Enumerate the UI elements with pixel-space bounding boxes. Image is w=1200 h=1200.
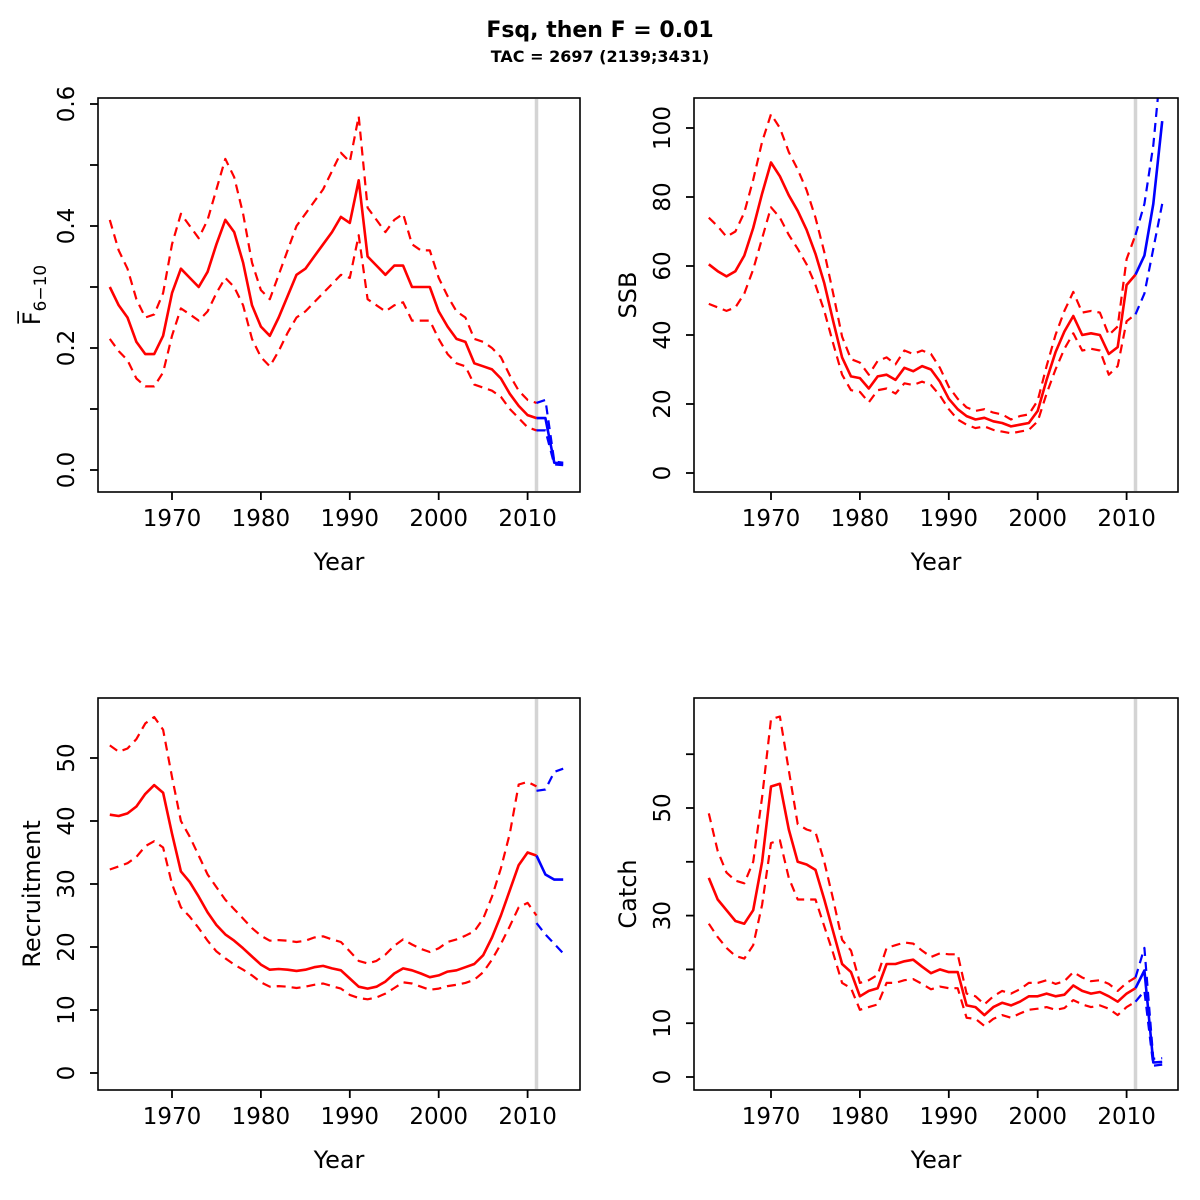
x-tick-label: 1980: [831, 1104, 890, 1130]
x-tick-label: 1980: [232, 1104, 291, 1130]
x-tick-label: 1990: [321, 1104, 380, 1130]
forecast-median-line: [536, 416, 564, 466]
panel-f-panel: 1970 1980 1990 2000 2010 0.0 0.2 0.4 0.6 Year F̅6−…: [17, 86, 581, 576]
x-tick-label: 2000: [409, 506, 468, 532]
history-upper-ci-line: [109, 715, 537, 965]
history-lower-ci-line: [108, 234, 537, 432]
data-lines: [707, 715, 1163, 1067]
x-tick-label: 1970: [143, 506, 202, 532]
y-tick-label: 80: [650, 182, 676, 211]
plot-box: [97, 97, 581, 493]
history-lower-ci-line: [707, 839, 1137, 1028]
x-axis-title: Year: [910, 1146, 962, 1174]
forecast-lower-ci-line: [536, 429, 564, 467]
y-axis-title: F̅6−10: [17, 265, 51, 326]
y-tick-label: 60: [650, 251, 676, 280]
y-axis-title: Catch: [614, 859, 642, 928]
x-tick-label: 2000: [409, 1104, 468, 1130]
y-tick-label: 10: [650, 1009, 676, 1038]
x-tick-label: 1990: [920, 506, 979, 532]
data-lines: [109, 715, 564, 1001]
y-tick-label: 0: [650, 1070, 676, 1085]
y-tick-label: 50: [54, 743, 80, 772]
forecast-upper-ci-line: [536, 767, 564, 792]
plot-box: [693, 697, 1179, 1091]
y-axis-title: SSB: [614, 272, 642, 319]
x-tick-label: 1970: [742, 506, 801, 532]
data-lines: [708, 98, 1164, 435]
plot-box: [97, 697, 581, 1091]
y-tick-label: 10: [54, 995, 80, 1024]
y-tick-label: 20: [54, 932, 80, 961]
history-lower-ci-line: [708, 206, 1137, 435]
history-upper-ci-line: [707, 715, 1137, 1006]
y-tick-label: 100: [650, 106, 676, 150]
y-tick-label: 40: [54, 806, 80, 835]
history-median-line: [108, 179, 537, 420]
history-median-line: [109, 783, 537, 990]
forecast-lower-ci-line: [1134, 203, 1164, 315]
x-axis-title: Year: [313, 548, 365, 576]
y-tick-label: 20: [650, 389, 676, 418]
y-tick-label: 0: [650, 466, 676, 481]
forecast-upper-ci-line: [1134, 98, 1159, 236]
y-tick-label: 30: [54, 869, 80, 898]
x-tick-label: 1990: [920, 1104, 979, 1130]
x-tick-label: 2000: [1008, 1104, 1067, 1130]
x-tick-label: 2000: [1008, 506, 1067, 532]
data-lines: [108, 115, 564, 467]
y-tick-label: 0: [54, 1066, 80, 1081]
x-tick-label: 1970: [742, 1104, 801, 1130]
x-tick-label: 2010: [1097, 1104, 1156, 1130]
forecast-upper-ci-line: [1134, 946, 1163, 1060]
history-upper-ci-line: [708, 113, 1137, 421]
history-median-line: [708, 161, 1137, 428]
plot-box: [693, 97, 1179, 493]
panel-catch-panel: 1970 1980 1990 2000 2010 0 10 30 50 Year Catch: [614, 697, 1179, 1174]
history-upper-ci-line: [108, 115, 537, 404]
figure-title: Fsq, then F = 0.01: [486, 18, 714, 43]
x-tick-label: 1980: [831, 506, 890, 532]
y-tick-label: 0.2: [54, 330, 80, 367]
y-axis-title: Recruitment: [18, 820, 46, 967]
forecast-median-line: [1134, 969, 1163, 1064]
y-tick-label: 0.4: [54, 208, 80, 245]
x-axis-title: Year: [313, 1146, 365, 1174]
y-tick-label: 0.6: [54, 86, 80, 123]
x-tick-label: 1970: [143, 1104, 202, 1130]
y-tick-label: 0.0: [54, 452, 80, 489]
forecast-lower-ci-line: [535, 922, 564, 955]
x-axis-title: Year: [910, 548, 962, 576]
x-tick-label: 2010: [1097, 506, 1156, 532]
x-tick-label: 2010: [498, 1104, 557, 1130]
y-tick-label: 50: [650, 793, 676, 822]
y-tick-label: 30: [650, 901, 676, 930]
x-tick-label: 1990: [321, 506, 380, 532]
history-median-line: [707, 782, 1137, 1017]
panel-ssb-panel: 1970 1980 1990 2000 2010 0 20 40 60 80 100 Year SSB: [614, 97, 1179, 576]
x-tick-label: 1980: [232, 506, 291, 532]
history-lower-ci-line: [109, 840, 538, 1001]
forecast-median-line: [1134, 120, 1164, 276]
x-tick-label: 2010: [498, 506, 557, 532]
y-tick-label: 40: [650, 320, 676, 349]
panel-recruitment-panel: 1970 1980 1990 2000 2010 0 10 20 30 40 50 Year Recru…: [18, 697, 581, 1174]
figure-subtitle: TAC = 2697 (2139;3431): [490, 47, 710, 66]
forecast-median-line: [535, 855, 564, 881]
